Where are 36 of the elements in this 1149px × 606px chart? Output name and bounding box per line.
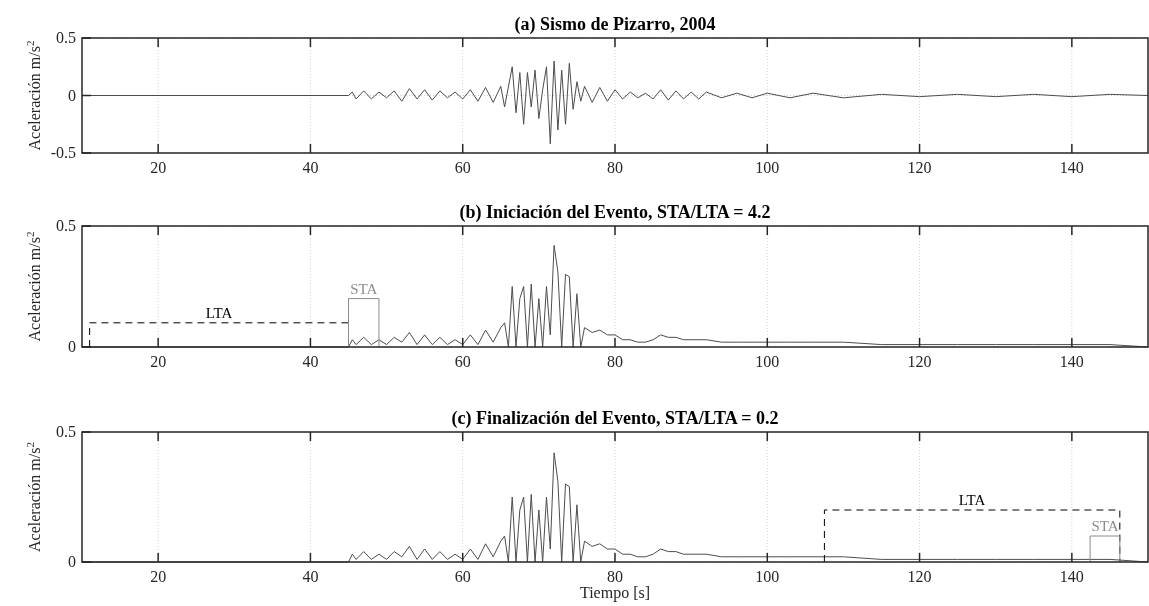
x-tick-label: 100 xyxy=(755,568,780,585)
chart-title: (b) Iniciación del Evento, STA/LTA = 4.2 xyxy=(459,202,771,223)
x-tick-label: 140 xyxy=(1059,568,1084,585)
x-axis-title: Tiempo [s] xyxy=(579,584,651,602)
x-tick-label: 40 xyxy=(302,353,319,370)
x-tick-label: 100 xyxy=(755,353,780,370)
series-label: STA xyxy=(1091,518,1119,534)
x-tick-label: 120 xyxy=(907,353,932,370)
x-tick-label: 120 xyxy=(907,568,932,585)
x-tick-label: 20 xyxy=(150,568,167,585)
y-tick-label: 0.5 xyxy=(56,29,76,46)
x-tick-label: 80 xyxy=(607,353,623,370)
x-tick-label: 20 xyxy=(150,159,167,176)
x-tick-label: 60 xyxy=(454,159,471,176)
series-label: STA xyxy=(350,280,378,297)
x-tick-label: 80 xyxy=(607,159,623,176)
x-tick-label: 20 xyxy=(150,353,167,370)
x-tick-label: 80 xyxy=(607,568,623,585)
series-label: LTA xyxy=(205,304,233,321)
x-tick-label: 100 xyxy=(755,159,780,176)
chart-title: (c) Finalización del Evento, STA/LTA = 0.2 xyxy=(451,408,779,429)
x-tick-label: 140 xyxy=(1059,159,1084,176)
y-tick-label: 0 xyxy=(68,86,76,104)
x-tick-label: 40 xyxy=(302,159,319,176)
y-tick-label: -0.5 xyxy=(50,144,76,161)
y-tick-label: 0.5 xyxy=(56,423,76,440)
x-tick-label: 60 xyxy=(454,353,471,370)
x-tick-label: 140 xyxy=(1059,353,1084,370)
x-tick-label: 120 xyxy=(907,159,932,176)
y-tick-label: 0 xyxy=(68,338,76,355)
y-tick-label: 0 xyxy=(68,553,76,570)
x-tick-label: 60 xyxy=(454,568,471,585)
x-tick-label: 40 xyxy=(302,568,319,585)
y-tick-label: 0.5 xyxy=(56,217,76,234)
series-label: LTA xyxy=(958,492,986,508)
chart-title: (a) Sismo de Pizarro, 2004 xyxy=(514,14,716,35)
